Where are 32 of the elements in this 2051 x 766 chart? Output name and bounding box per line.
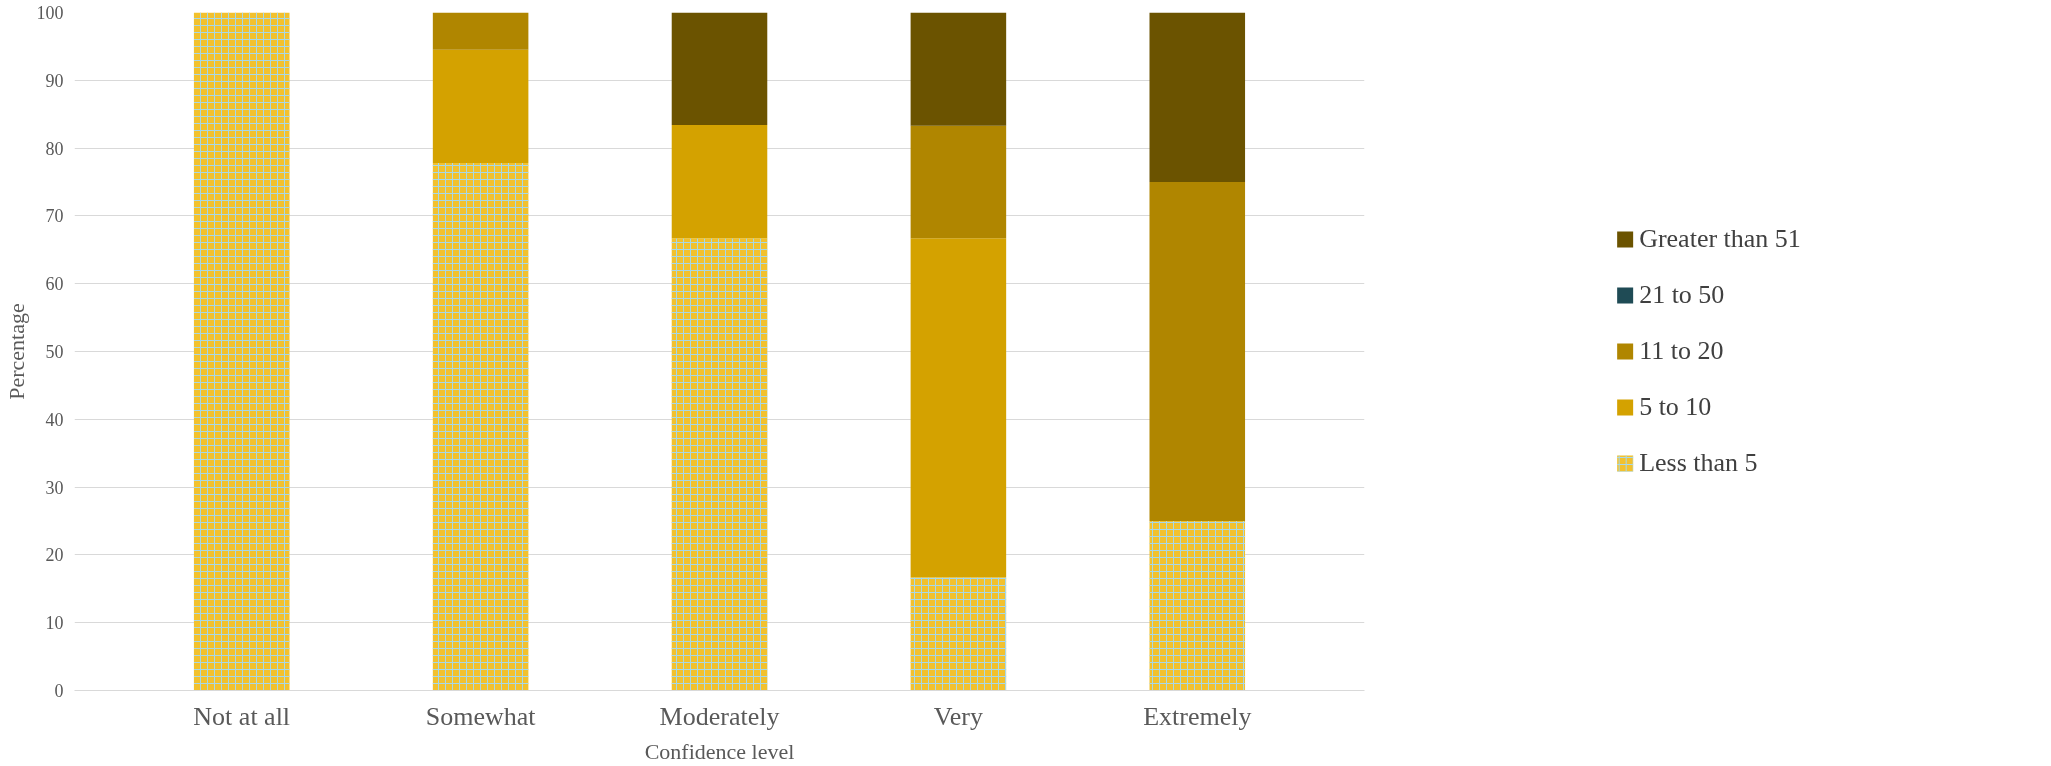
y-tick-label: 10: [45, 613, 64, 634]
bar: [432, 12, 529, 50]
y-tick-label: 50: [45, 342, 64, 362]
legend-label: 21 to 50: [1639, 280, 1725, 310]
y-tick-label: 20: [45, 545, 64, 566]
x-tick-label: Somewhat: [425, 701, 537, 731]
legend-label: 11 to 20: [1639, 336, 1724, 366]
y-tick-label: 60: [45, 274, 64, 295]
bar: [671, 125, 768, 239]
y-axis-title: Percentage: [3, 303, 29, 400]
x-tick-label: Very: [933, 701, 983, 731]
y-tick-label: 80: [45, 138, 64, 159]
y-tick-label: 40: [45, 409, 64, 430]
x-tick-label: Extremely: [1143, 701, 1252, 731]
x-axis-title: Confidence level: [644, 738, 795, 764]
y-tick-label: 0: [54, 681, 64, 701]
bar: [1149, 12, 1246, 182]
bar: [910, 238, 1007, 578]
y-tick-label: 90: [45, 70, 64, 91]
x-tick-label: Moderately: [659, 701, 780, 731]
x-tick-label: Not at all: [193, 701, 291, 731]
legend-label: 5 to 10: [1639, 392, 1712, 422]
legend-label: Less than 5: [1639, 448, 1758, 478]
bar: [671, 12, 768, 126]
y-tick-label: 30: [45, 477, 64, 498]
y-tick-label: 100: [36, 3, 64, 23]
bar: [1149, 182, 1246, 521]
bar: [910, 125, 1007, 239]
legend-label: Greater than 51: [1639, 224, 1801, 254]
bar: [910, 12, 1007, 126]
y-tick-label: 70: [45, 206, 64, 227]
bar: [432, 49, 529, 164]
